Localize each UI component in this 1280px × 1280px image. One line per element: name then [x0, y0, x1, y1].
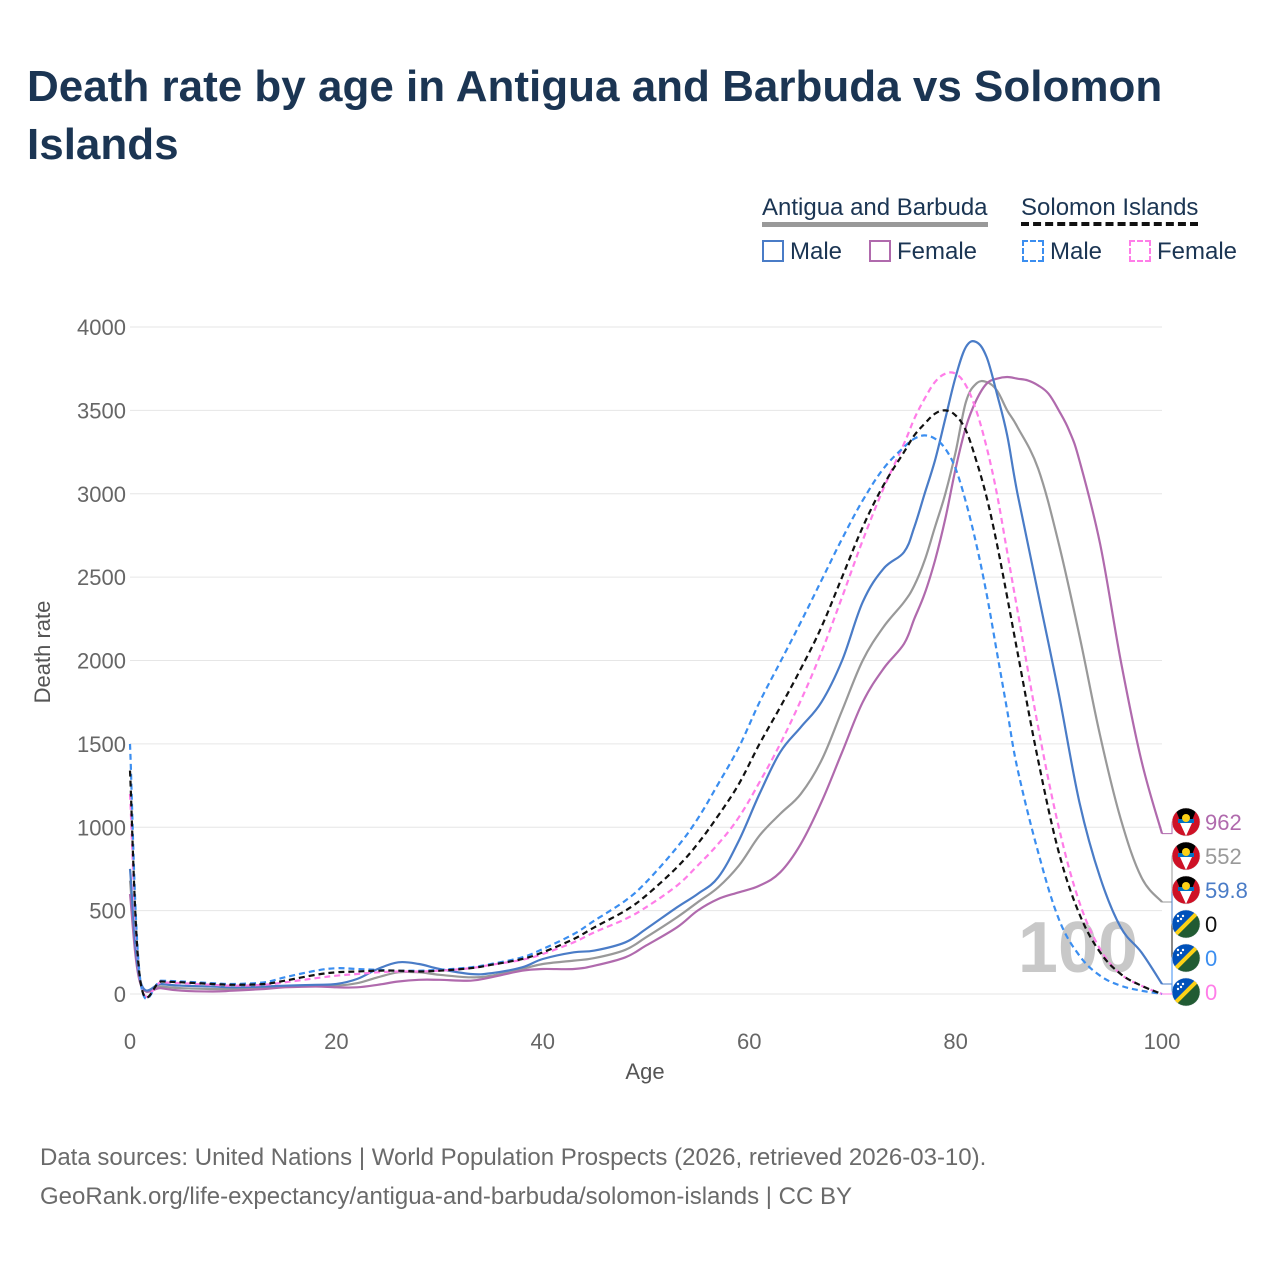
x-tick-20: 20	[324, 1029, 348, 1054]
sources-line-1: Data sources: United Nations | World Pop…	[40, 1144, 987, 1171]
end-label-sol_male: 0	[1205, 946, 1217, 971]
legend-antigua-header[interactable]: Antigua and Barbuda	[762, 194, 988, 227]
watermark-age: 100	[1018, 908, 1138, 988]
y-tick-labels: 0 500 1000 1500 2000 2500 3000 3500 4000	[77, 315, 126, 1007]
x-tick-80: 80	[943, 1029, 967, 1054]
legend-swatch-solomon-female	[1129, 240, 1151, 262]
antigua-flag-icon-ant_total	[1171, 841, 1201, 871]
page-title: Death rate by age in Antigua and Barbuda…	[27, 62, 1163, 169]
legend-swatch-solomon-male	[1022, 240, 1044, 262]
end-label-ant_male: 59.8	[1205, 878, 1248, 903]
x-tick-100: 100	[1144, 1029, 1181, 1054]
x-tick-60: 60	[737, 1029, 761, 1054]
legend-solomon-female[interactable]: Female	[1129, 238, 1237, 266]
solomon-flag-icon-sol_female	[1171, 977, 1201, 1007]
series-line-ant_female[interactable]	[128, 375, 1164, 993]
series-line-ant_total[interactable]	[128, 379, 1163, 993]
antigua-flag-icon-ant_male	[1171, 875, 1201, 905]
y-axis-label: Death rate	[30, 601, 55, 704]
series-lines	[128, 340, 1164, 1000]
series-line-ant_male[interactable]	[128, 340, 1163, 992]
series-line-sol_female[interactable]	[128, 371, 1163, 998]
legend-solomon-label: Solomon Islands	[1021, 194, 1199, 221]
legend-antigua-female-label: Female	[897, 238, 978, 265]
y-tick-2500: 2500	[77, 565, 126, 590]
x-tick-labels: 0 20 40 60 80 100	[124, 1029, 1180, 1054]
legend-solomon-female-label: Female	[1157, 238, 1238, 265]
grid-lines	[130, 326, 1162, 995]
y-tick-500: 500	[89, 899, 126, 924]
legend-swatch-antigua-male	[762, 240, 784, 262]
antigua-flag-icon-ant_female	[1171, 807, 1201, 837]
solomon-flag-icon-sol_male	[1171, 943, 1201, 973]
end-label-ant_female: 962	[1205, 810, 1242, 835]
sources-line-2[interactable]: GeoRank.org/life-expectancy/antigua-and-…	[40, 1183, 853, 1210]
y-tick-4000: 4000	[77, 315, 126, 340]
legend-antigua-label: Antigua and Barbuda	[762, 194, 988, 221]
y-tick-3000: 3000	[77, 482, 126, 507]
end-label-sol_total: 0	[1205, 912, 1217, 937]
data-sources: Data sources: United Nations | World Pop…	[40, 1138, 986, 1216]
x-tick-40: 40	[531, 1029, 555, 1054]
end-labels: 962 552 59.8 0 0 0	[1162, 807, 1248, 1007]
legend-antigua-male-label: Male	[790, 238, 843, 265]
legend-solomon-male[interactable]: Male	[1022, 238, 1102, 266]
end-label-ant_total: 552	[1205, 844, 1242, 869]
x-axis-label: Age	[625, 1059, 664, 1084]
y-tick-1500: 1500	[77, 732, 126, 757]
series-line-sol_male[interactable]	[128, 434, 1163, 1000]
y-tick-3500: 3500	[77, 398, 126, 423]
end-label-sol_female: 0	[1205, 980, 1217, 1005]
legend-solomon-male-label: Male	[1050, 238, 1103, 265]
legend-solomon-header[interactable]: Solomon Islands	[1021, 194, 1199, 226]
x-tick-0: 0	[124, 1029, 136, 1054]
y-tick-0: 0	[114, 982, 126, 1007]
legend-antigua-female[interactable]: Female	[869, 238, 977, 266]
y-tick-1000: 1000	[77, 815, 126, 840]
end-label-connector-ant_male	[1162, 889, 1178, 985]
solomon-flag-icon-sol_total	[1171, 909, 1201, 939]
y-tick-2000: 2000	[77, 649, 126, 674]
legend-swatch-antigua-female	[869, 240, 891, 262]
series-line-sol_total[interactable]	[128, 409, 1163, 999]
legend-antigua-male[interactable]: Male	[762, 238, 842, 266]
